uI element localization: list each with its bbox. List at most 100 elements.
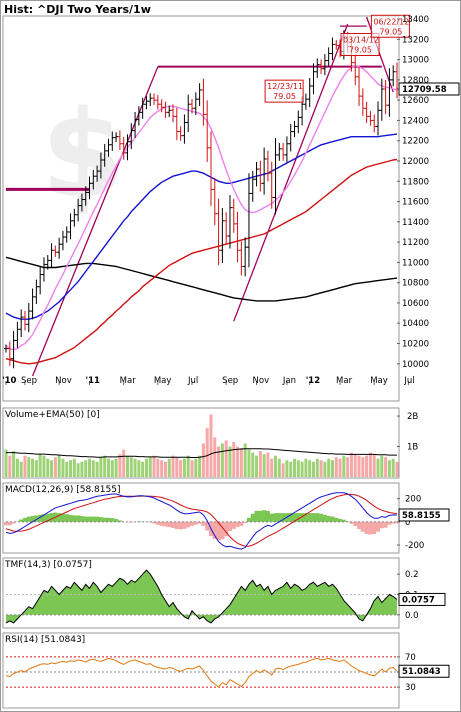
macd-hist-bar	[87, 516, 92, 522]
macd-hist-bar	[357, 521, 362, 530]
price-bar	[49, 243, 54, 268]
volume-bar	[194, 458, 198, 477]
price-bar	[235, 211, 240, 263]
price-bar	[140, 97, 145, 119]
price-ytick: 11800	[402, 177, 429, 187]
macd-hist-bar	[186, 521, 191, 528]
macd-hist-bar	[155, 521, 160, 525]
price-bar	[281, 142, 286, 161]
macd-hist-bar	[212, 521, 217, 539]
volume-ytick: 1B	[407, 443, 418, 453]
volume-bar	[228, 446, 232, 477]
volume-bar	[224, 440, 228, 477]
price-xtick: May	[370, 376, 388, 386]
volume-bar	[182, 458, 186, 477]
price-bar	[15, 321, 20, 348]
price-xtick: Jul	[403, 376, 414, 386]
svg-text:12709.58: 12709.58	[402, 85, 447, 95]
volume-bar	[376, 458, 380, 477]
price-bar	[34, 279, 39, 304]
volume-bar	[88, 458, 92, 477]
svg-text:51.0843: 51.0843	[402, 667, 441, 677]
macd-hist-bar	[19, 519, 24, 522]
volume-bar	[338, 458, 342, 477]
price-bar	[284, 136, 289, 163]
price-xtick: Nov	[55, 376, 72, 386]
price-bar	[11, 330, 16, 369]
price-bar	[167, 105, 172, 117]
macd-hist-bar	[114, 518, 119, 522]
macd-hist-bar	[300, 513, 305, 522]
price-bar	[41, 257, 46, 282]
macd-hist-bar	[372, 521, 377, 535]
price-bar	[64, 226, 69, 243]
rsi-title: RSI(14) [51.0843]	[5, 635, 85, 645]
price-bar	[148, 93, 153, 107]
price-bar	[262, 147, 267, 195]
svg-text:79.05: 79.05	[273, 92, 296, 101]
volume-ema-line	[6, 448, 397, 458]
macd-signal-line	[5, 493, 398, 547]
price-panel	[2, 15, 400, 402]
price-bar	[26, 303, 31, 333]
price-bar	[178, 126, 183, 141]
tmf-area	[6, 570, 397, 623]
macd-hist-bar	[338, 518, 343, 522]
price-bar	[391, 65, 396, 87]
svg-text:12/23/11: 12/23/11	[267, 82, 303, 91]
volume-bar	[281, 463, 285, 477]
volume-bar	[391, 458, 395, 477]
price-xtick: '11	[86, 376, 101, 386]
price-bar	[129, 123, 134, 150]
macd-hist-bar	[319, 513, 324, 522]
volume-bar	[31, 458, 35, 477]
price-bar	[368, 111, 373, 126]
chart-title: Hist: ^DJI Two Years/1w	[4, 3, 151, 16]
volume-bar	[353, 454, 357, 477]
price-ytick: 11000	[402, 258, 429, 268]
volume-bar	[57, 455, 61, 477]
price-bar	[292, 120, 297, 138]
volume-bar	[34, 460, 38, 477]
volume-bar	[179, 460, 183, 477]
price-xtick: May	[154, 376, 172, 386]
price-ytick: 11600	[402, 198, 429, 208]
price-bar	[224, 212, 229, 245]
macd-hist-bar	[178, 521, 183, 530]
macd-hist-bar	[349, 521, 354, 524]
macd-hist-bar	[227, 521, 232, 532]
price-bar	[376, 101, 381, 136]
macd-hist-bar	[376, 521, 381, 532]
macd-hist-bar	[269, 513, 274, 522]
volume-bar	[342, 455, 346, 477]
price-bar	[379, 78, 384, 121]
macd-hist-bar	[95, 516, 100, 522]
volume-bar	[201, 443, 205, 477]
price-bar	[163, 101, 168, 118]
macd-hist-bar	[110, 518, 115, 522]
volume-bar	[144, 458, 148, 477]
price-bar	[30, 288, 35, 320]
price-bar	[326, 47, 331, 67]
price-bar	[79, 193, 84, 212]
volume-bar	[15, 458, 19, 477]
volume-bar	[137, 460, 141, 477]
volume-bar	[308, 460, 312, 477]
macd-hist-bar	[265, 510, 270, 522]
price-bar	[133, 112, 138, 138]
price-bar	[155, 94, 160, 110]
svg-text:03/14/12: 03/14/12	[343, 36, 379, 45]
volume-bar	[296, 460, 300, 477]
macd-hist-bar	[292, 513, 297, 522]
watermark: $	[41, 86, 125, 225]
volume-bar	[95, 461, 99, 477]
volume-bar	[365, 455, 369, 477]
macd-hist-bar	[106, 517, 111, 522]
price-bar	[277, 142, 282, 161]
volume-title: Volume+EMA(50) [0]	[5, 410, 100, 420]
macd-hist-bar	[262, 510, 267, 522]
price-bar	[383, 80, 388, 115]
price-bar	[353, 54, 358, 86]
price-bar	[91, 170, 96, 190]
